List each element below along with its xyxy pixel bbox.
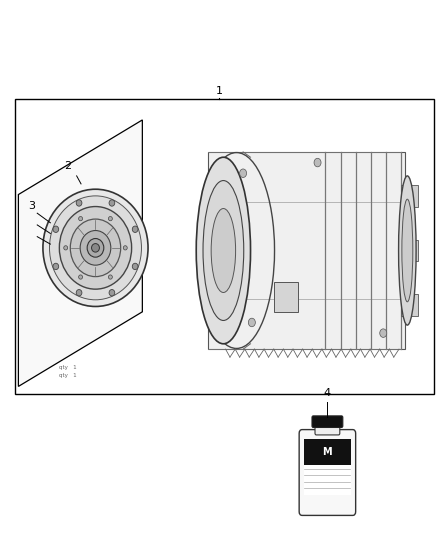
Text: 3: 3	[28, 200, 35, 211]
Circle shape	[314, 158, 321, 167]
Ellipse shape	[399, 176, 416, 325]
Ellipse shape	[53, 226, 59, 232]
Text: qty 1: qty 1	[52, 228, 64, 233]
Text: qty 1: qty 1	[52, 217, 64, 222]
Ellipse shape	[109, 289, 115, 296]
Ellipse shape	[53, 263, 59, 270]
Ellipse shape	[109, 200, 115, 206]
Bar	[274, 282, 298, 312]
Text: qty 1: qty 1	[52, 238, 64, 244]
Ellipse shape	[132, 263, 138, 270]
Bar	[401, 240, 418, 261]
Ellipse shape	[87, 239, 104, 257]
Ellipse shape	[76, 200, 82, 206]
Ellipse shape	[43, 189, 148, 306]
Ellipse shape	[49, 196, 141, 300]
Ellipse shape	[76, 289, 82, 296]
Ellipse shape	[132, 226, 138, 232]
Circle shape	[248, 318, 255, 327]
Bar	[401, 294, 418, 316]
Ellipse shape	[109, 216, 112, 221]
Text: M: M	[323, 447, 332, 457]
Text: qty   1: qty 1	[59, 365, 77, 370]
Bar	[304, 465, 351, 495]
Bar	[304, 439, 351, 465]
Bar	[401, 185, 418, 206]
Text: 1: 1	[215, 86, 223, 96]
Text: 4: 4	[324, 388, 331, 398]
Polygon shape	[18, 120, 142, 386]
Text: 2: 2	[64, 160, 71, 171]
Text: qty   1: qty 1	[59, 373, 77, 378]
Ellipse shape	[78, 275, 82, 279]
Ellipse shape	[78, 216, 82, 221]
FancyBboxPatch shape	[315, 423, 340, 435]
Ellipse shape	[203, 181, 244, 320]
Ellipse shape	[64, 246, 67, 250]
Ellipse shape	[124, 246, 127, 250]
Ellipse shape	[196, 157, 251, 344]
Ellipse shape	[402, 199, 413, 302]
FancyBboxPatch shape	[299, 430, 356, 515]
Circle shape	[240, 169, 247, 177]
Bar	[15, 99, 434, 394]
Ellipse shape	[109, 275, 112, 279]
Ellipse shape	[211, 208, 236, 293]
Ellipse shape	[92, 244, 99, 252]
Circle shape	[380, 329, 387, 337]
Ellipse shape	[70, 219, 120, 277]
Ellipse shape	[59, 206, 131, 289]
Ellipse shape	[80, 230, 111, 265]
FancyBboxPatch shape	[312, 416, 343, 427]
Bar	[208, 152, 405, 349]
